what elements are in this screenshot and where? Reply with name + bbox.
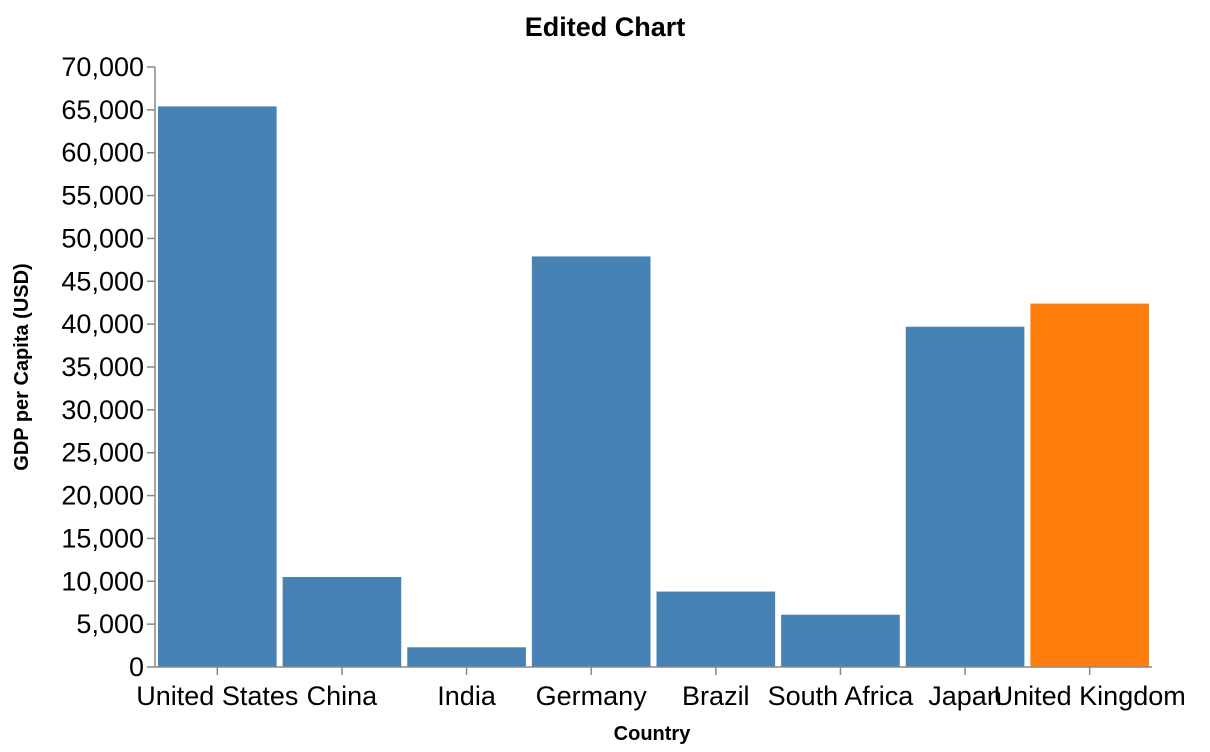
x-tick-label: Brazil bbox=[682, 681, 750, 711]
x-tick-label: United Kingdom bbox=[994, 681, 1186, 711]
plot-area bbox=[158, 106, 1149, 667]
bar-south-africa bbox=[781, 614, 900, 667]
y-tick-label: 15,000 bbox=[61, 523, 144, 553]
y-tick-label: 40,000 bbox=[61, 309, 144, 339]
y-tick-label: 30,000 bbox=[61, 395, 144, 425]
y-tick-label: 5,000 bbox=[76, 609, 144, 639]
x-tick-label: United States bbox=[136, 681, 298, 711]
chart-title: Edited Chart bbox=[525, 12, 686, 42]
x-tick-label: India bbox=[437, 681, 497, 711]
y-axis: 0 5,000 10,000 15,000 20,000 25,000 30,000 35,0… bbox=[61, 52, 156, 682]
y-tick-label: 25,000 bbox=[61, 438, 144, 468]
x-tick-label: China bbox=[307, 681, 379, 711]
y-tick-label: 20,000 bbox=[61, 481, 144, 511]
y-tick-label: 60,000 bbox=[61, 138, 144, 168]
x-tick-label: Germany bbox=[536, 681, 648, 711]
bar-united-states bbox=[158, 106, 277, 667]
x-tick-label: Japan bbox=[928, 681, 1002, 711]
y-tick-label: 70,000 bbox=[61, 52, 144, 82]
bar-japan bbox=[905, 326, 1025, 667]
y-axis-title: GDP per Capita (USD) bbox=[11, 263, 33, 470]
x-tick-label: South Africa bbox=[768, 681, 915, 711]
bar-brazil bbox=[656, 591, 776, 667]
y-tick-label: 65,000 bbox=[61, 95, 144, 125]
y-tick-label: 35,000 bbox=[61, 352, 144, 382]
y-tick-label: 0 bbox=[129, 652, 144, 682]
bar-united-kingdom bbox=[1030, 303, 1149, 667]
y-tick-label: 10,000 bbox=[61, 566, 144, 596]
x-axis: United States China India Germany Brazil Sout… bbox=[136, 666, 1186, 711]
bar-germany bbox=[531, 256, 651, 667]
bar-india bbox=[407, 647, 526, 667]
bar-china bbox=[282, 577, 402, 667]
y-tick-label: 55,000 bbox=[61, 181, 144, 211]
y-tick-label: 50,000 bbox=[61, 223, 144, 253]
y-tick-label: 45,000 bbox=[61, 266, 144, 296]
x-axis-title: Country bbox=[614, 723, 692, 745]
